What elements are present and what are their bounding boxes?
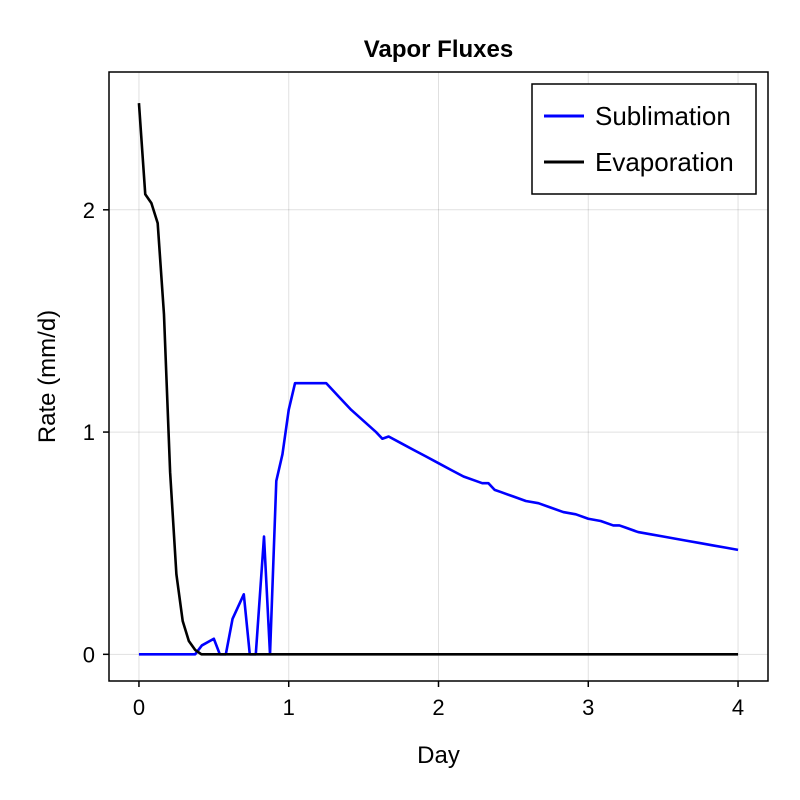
y-tick-label: 1 [83,420,95,445]
legend: Sublimation Evaporation [531,83,757,195]
y-axis-label: Rate (mm/d) [34,310,61,443]
axis-ticks: 0 1 2 3 4 0 1 2 [83,198,744,720]
legend-box [531,83,757,195]
x-axis-label: Day [417,742,460,769]
y-tick-label: 2 [83,198,95,223]
x-tick-label: 3 [582,695,594,720]
y-tick-label: 0 [83,642,95,667]
legend-label-sublimation: Sublimation [595,101,731,131]
legend-label-evaporation: Evaporation [595,147,734,177]
chart-title: Vapor Fluxes [364,36,513,63]
series-line-sublimation [138,381,739,656]
x-tick-label: 1 [283,695,295,720]
x-tick-label: 0 [133,695,145,720]
series-line-evaporation [137,103,739,656]
series-layer [137,103,739,656]
x-tick-label: 4 [732,695,744,720]
x-tick-label: 2 [432,695,444,720]
